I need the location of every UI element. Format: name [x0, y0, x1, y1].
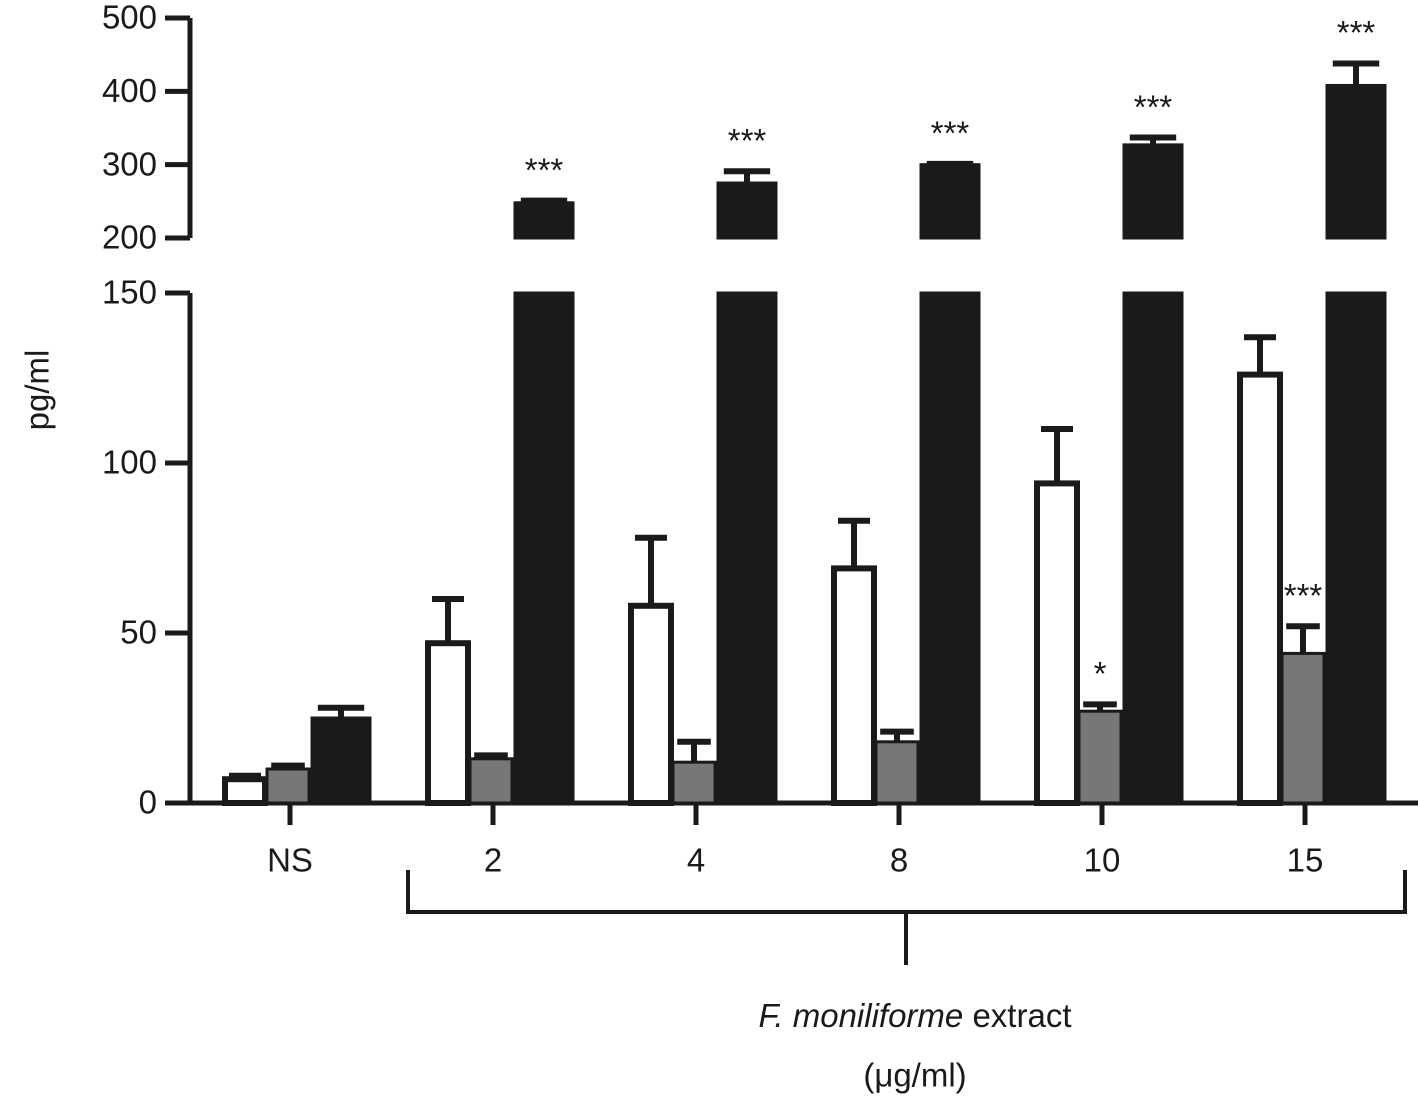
error-bar [723, 168, 771, 183]
y-tick-label: 0 [139, 784, 157, 821]
y-tick-label: 200 [102, 219, 157, 256]
bar [222, 776, 268, 807]
error-bar [1286, 623, 1320, 654]
error-bar [317, 704, 365, 718]
error-bar [677, 738, 711, 763]
bar [1237, 371, 1283, 806]
x-tick-label: 8 [890, 842, 908, 879]
bracket [406, 870, 1407, 965]
error-bar [432, 596, 464, 644]
bar [1325, 291, 1387, 805]
x-axis-label: F. moniliforme extract [758, 997, 1071, 1034]
error-bar [1244, 334, 1276, 375]
significance-label: *** [728, 122, 767, 159]
bar [1034, 480, 1080, 806]
error-bar [635, 534, 667, 606]
x-tick-label: NS [267, 842, 313, 879]
error-bar [1129, 134, 1177, 145]
error-bar [1332, 60, 1380, 86]
bar [716, 291, 778, 805]
error-bar [1083, 701, 1117, 712]
x-tick-label: 15 [1287, 842, 1324, 879]
bar [310, 716, 372, 805]
bar [1122, 291, 1184, 805]
error-bar [838, 517, 870, 569]
error-bar [229, 772, 261, 780]
error-bar [474, 752, 508, 759]
bar [265, 767, 311, 805]
error-bar [1041, 426, 1073, 484]
x-axis-unit: (μg/ml) [863, 1057, 966, 1094]
bar [468, 757, 514, 805]
error-bar [926, 160, 974, 167]
y-tick-label: 150 [102, 274, 157, 311]
x-tick-label: 4 [687, 842, 705, 879]
bar [513, 201, 575, 240]
bar [919, 291, 981, 805]
significance-label: *** [525, 151, 564, 188]
bar [1077, 709, 1123, 805]
significance-label: * [1094, 655, 1107, 692]
x-label-text: extract [972, 997, 1071, 1034]
error-bar [271, 762, 305, 769]
bar [919, 163, 981, 240]
x-tick-label: 10 [1084, 842, 1121, 879]
significance-label: *** [1337, 14, 1376, 51]
bar [513, 291, 575, 805]
y-tick-label: 400 [102, 72, 157, 109]
x-tick-label: 2 [484, 842, 502, 879]
significance-label: *** [931, 115, 970, 152]
y-tick-label: 300 [102, 145, 157, 182]
significance-label: *** [1134, 88, 1173, 125]
error-bar [880, 728, 914, 742]
significance-label: *** [1284, 577, 1323, 614]
y-axis-label: pg/ml [19, 350, 56, 431]
bar [1325, 83, 1387, 240]
bar [1122, 143, 1184, 240]
bar [425, 640, 471, 807]
bar [831, 565, 877, 807]
bar [1280, 651, 1326, 805]
y-tick-label: 50 [120, 614, 157, 651]
bar [874, 740, 920, 805]
bar [628, 602, 674, 806]
bar [716, 181, 778, 240]
x-label-italic: F. moniliforme [758, 997, 963, 1034]
error-bar [520, 197, 568, 204]
y-tick-label: 100 [102, 444, 157, 481]
bar [671, 760, 717, 805]
y-tick-label: 500 [102, 0, 157, 36]
